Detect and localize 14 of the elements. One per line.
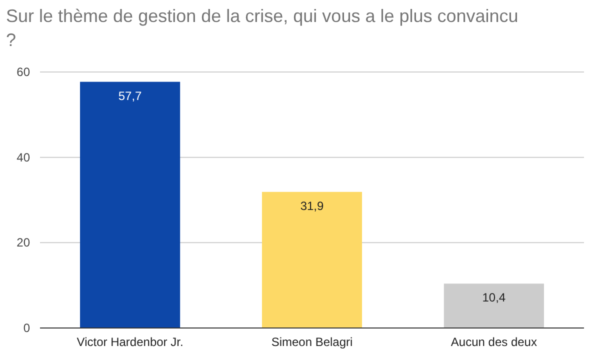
y-tick-label: 40 (16, 150, 30, 164)
data-label: 57,7 (118, 88, 142, 103)
bar (444, 284, 544, 328)
x-tick-label: Victor Hardenbor Jr. (76, 335, 184, 349)
bar (262, 192, 362, 328)
data-label: 31,9 (300, 198, 324, 213)
data-label: 10,4 (482, 290, 506, 305)
x-tick-label: Simeon Belagri (271, 335, 353, 349)
chart-title: Sur le thème de gestion de la crise, qui vous a le plus convaincu ? (6, 6, 518, 50)
y-tick-label: 20 (16, 236, 30, 250)
y-tick-label: 0 (23, 321, 30, 335)
y-tick-label: 60 (16, 65, 30, 79)
x-tick-label: Aucun des deux (450, 335, 537, 349)
bar (80, 82, 180, 328)
